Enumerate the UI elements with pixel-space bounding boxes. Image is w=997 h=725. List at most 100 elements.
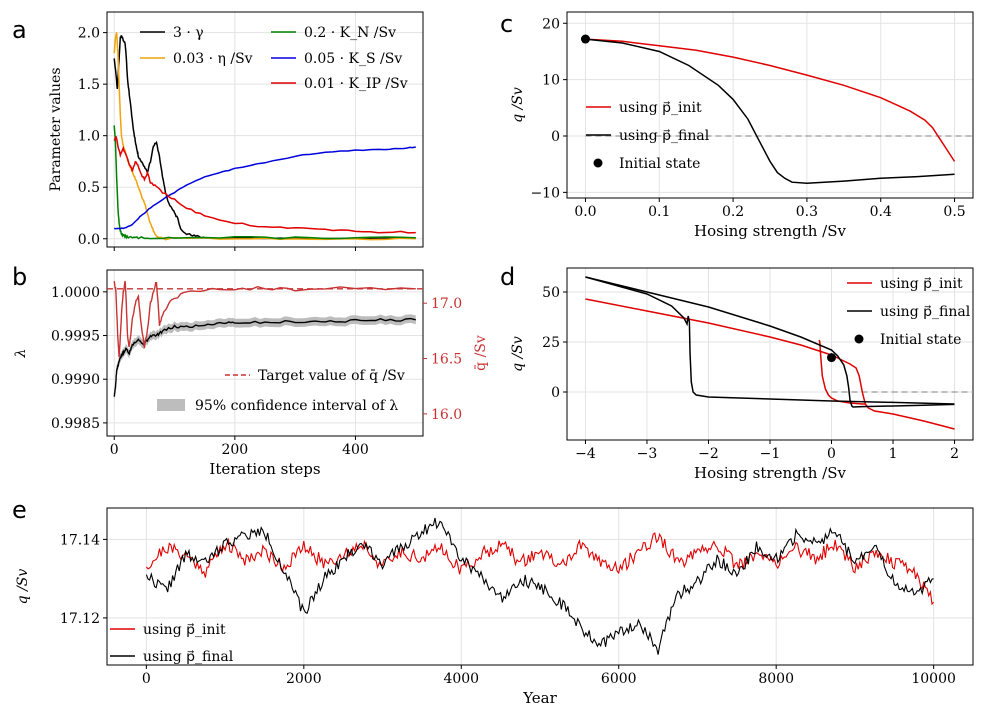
e-ylabel: q /Sv — [15, 569, 31, 605]
c-xtick-label-3: 0.3 — [796, 204, 818, 220]
b-ytick-label-0: 0.9985 — [51, 416, 100, 432]
d-initial-state-point — [827, 353, 837, 363]
c-xtick-label-0: 0.0 — [574, 204, 596, 220]
d-ytick-label-1: 25 — [542, 335, 560, 351]
a-series-line-4 — [113, 136, 416, 234]
e-xtick-label-0: 0 — [142, 671, 151, 687]
a-legend-label-1: 0.03 · η /Sv — [173, 51, 253, 67]
d-xtick-label-5: 1 — [889, 446, 898, 462]
d-xtick-label-3: −1 — [760, 446, 781, 462]
d-xtick-label-6: 2 — [950, 446, 959, 462]
b-legend-label-ci: 95% confidence interval of λ — [195, 398, 398, 414]
panel-letter-a: a — [12, 16, 27, 44]
panel-letter-d: d — [500, 263, 515, 291]
d-series-line-3 — [585, 276, 955, 405]
c-ytick-label-1: 0 — [551, 129, 560, 145]
c-ytick-label-0: −10 — [530, 185, 560, 201]
panel-c-chart: 0.0 0.1 0.2 0.3 0.4 0.5 −10 0 10 20 Hosing strengt… — [510, 11, 974, 240]
c-legend-swatch-initial — [593, 158, 603, 168]
e-legend-label-final: using p⃗_final — [143, 649, 234, 665]
d-xtick-label-0: −4 — [575, 446, 596, 462]
b-ylabel: λ — [13, 349, 29, 359]
panel-e-chart: 0 2000 4000 6000 8000 10000 17.12 17.14 Year q /S… — [15, 507, 974, 707]
b-xtick-label-1: 200 — [221, 442, 248, 458]
e-series-line-1 — [145, 517, 934, 655]
c-series-line-0 — [585, 38, 956, 162]
d-series-line-1 — [818, 339, 866, 405]
d-legend-swatch-initial — [854, 334, 864, 344]
c-legend-label-final: using p⃗_final — [619, 128, 710, 144]
b-axes-frame — [106, 269, 424, 437]
e-xtick-label-4: 8000 — [758, 671, 794, 687]
d-series-line-0 — [585, 298, 955, 430]
d-legend-label-init: using p⃗_init — [880, 276, 963, 292]
a-axes-frame — [106, 11, 424, 248]
panel-a-chart: 0.0 0.5 1.0 1.5 2.0 Parameter values 3 · γ 0.03… — [48, 11, 424, 251]
d-legend-label-initial: Initial state — [880, 332, 961, 348]
b-lambda-line — [113, 317, 416, 397]
c-initial-state-point — [580, 34, 590, 44]
b-ylabel-right: q̄ /Sv — [473, 335, 489, 371]
e-xtick-label-3: 6000 — [601, 671, 637, 687]
e-legend-label-init: using p⃗_init — [143, 622, 226, 638]
d-ytick-label-0: 0 — [551, 385, 560, 401]
c-ylabel: q /Sv — [510, 87, 526, 123]
b-ytick-right-label-2: 17.0 — [431, 296, 462, 312]
c-xtick-label-4: 0.4 — [870, 204, 892, 220]
e-xlabel: Year — [522, 689, 557, 707]
panel-d-chart: −4 −3 −2 −1 0 1 2 0 25 50 Hosing strength /Sv q /Sv… — [510, 267, 974, 482]
panel-letter-c: c — [500, 10, 513, 38]
d-ylabel: q /Sv — [510, 336, 526, 372]
b-xtick-label-0: 0 — [110, 442, 119, 458]
e-xtick-label-1: 2000 — [286, 671, 322, 687]
d-legend-label-final: using p⃗_final — [880, 304, 971, 320]
c-series-line-1 — [585, 38, 955, 185]
c-axes-frame — [566, 11, 974, 199]
panel-letter-e: e — [12, 496, 27, 524]
c-legend-label-initial: Initial state — [619, 156, 700, 172]
a-ytick-label-2: 1.0 — [78, 129, 100, 145]
a-series-line-3 — [114, 146, 416, 230]
b-ytick-label-2: 0.9995 — [51, 329, 100, 345]
d-xtick-label-2: −2 — [698, 446, 719, 462]
b-xlabel: Iteration steps — [209, 460, 320, 478]
b-ytick-right-label-0: 16.0 — [431, 407, 462, 423]
c-legend-label-init: using p⃗_init — [619, 100, 702, 116]
d-xtick-label-4: 0 — [827, 446, 836, 462]
c-xtick-label-2: 0.2 — [722, 204, 744, 220]
panel-letter-b: b — [12, 263, 27, 291]
e-ytick-label-0: 17.12 — [60, 611, 100, 627]
b-qbar-line — [113, 280, 416, 358]
a-ytick-label-1: 0.5 — [78, 180, 100, 196]
d-series-line-2 — [585, 276, 955, 408]
c-ytick-label-3: 20 — [542, 16, 560, 32]
e-ytick-label-1: 17.14 — [60, 532, 100, 548]
b-legend-label-target: Target value of q̄ /Sv — [258, 368, 405, 384]
c-xtick-label-1: 0.1 — [648, 204, 670, 220]
d-xlabel: Hosing strength /Sv — [694, 464, 846, 482]
c-ytick-label-2: 10 — [542, 73, 560, 89]
a-legend-label-2: 0.2 · K_N /Sv — [304, 25, 396, 41]
c-xlabel: Hosing strength /Sv — [694, 222, 846, 240]
a-ytick-label-3: 1.5 — [78, 77, 100, 93]
e-xtick-label-2: 4000 — [443, 671, 479, 687]
d-ytick-label-2: 50 — [542, 285, 560, 301]
a-ytick-label-4: 2.0 — [78, 26, 100, 42]
b-ci-band — [114, 314, 416, 402]
b-xtick-label-2: 400 — [342, 442, 369, 458]
a-legend-label-3: 0.05 · K_S /Sv — [304, 51, 402, 67]
b-ytick-label-3: 1.0000 — [51, 285, 100, 301]
e-axes-frame — [106, 507, 974, 666]
a-series-line-2 — [113, 125, 416, 240]
e-series-line-0 — [145, 532, 935, 606]
a-legend-label-0: 3 · γ — [173, 25, 204, 41]
b-legend-swatch-ci — [157, 399, 185, 411]
b-ytick-label-1: 0.9990 — [51, 372, 100, 388]
c-xtick-label-5: 0.5 — [943, 204, 965, 220]
a-legend-label-4: 0.01 · K_IP /Sv — [304, 76, 408, 92]
a-ytick-label-0: 0.0 — [78, 232, 100, 248]
a-ylabel: Parameter values — [48, 67, 64, 191]
e-xtick-label-5: 10000 — [911, 671, 956, 687]
b-ytick-right-label-1: 16.5 — [431, 352, 462, 368]
